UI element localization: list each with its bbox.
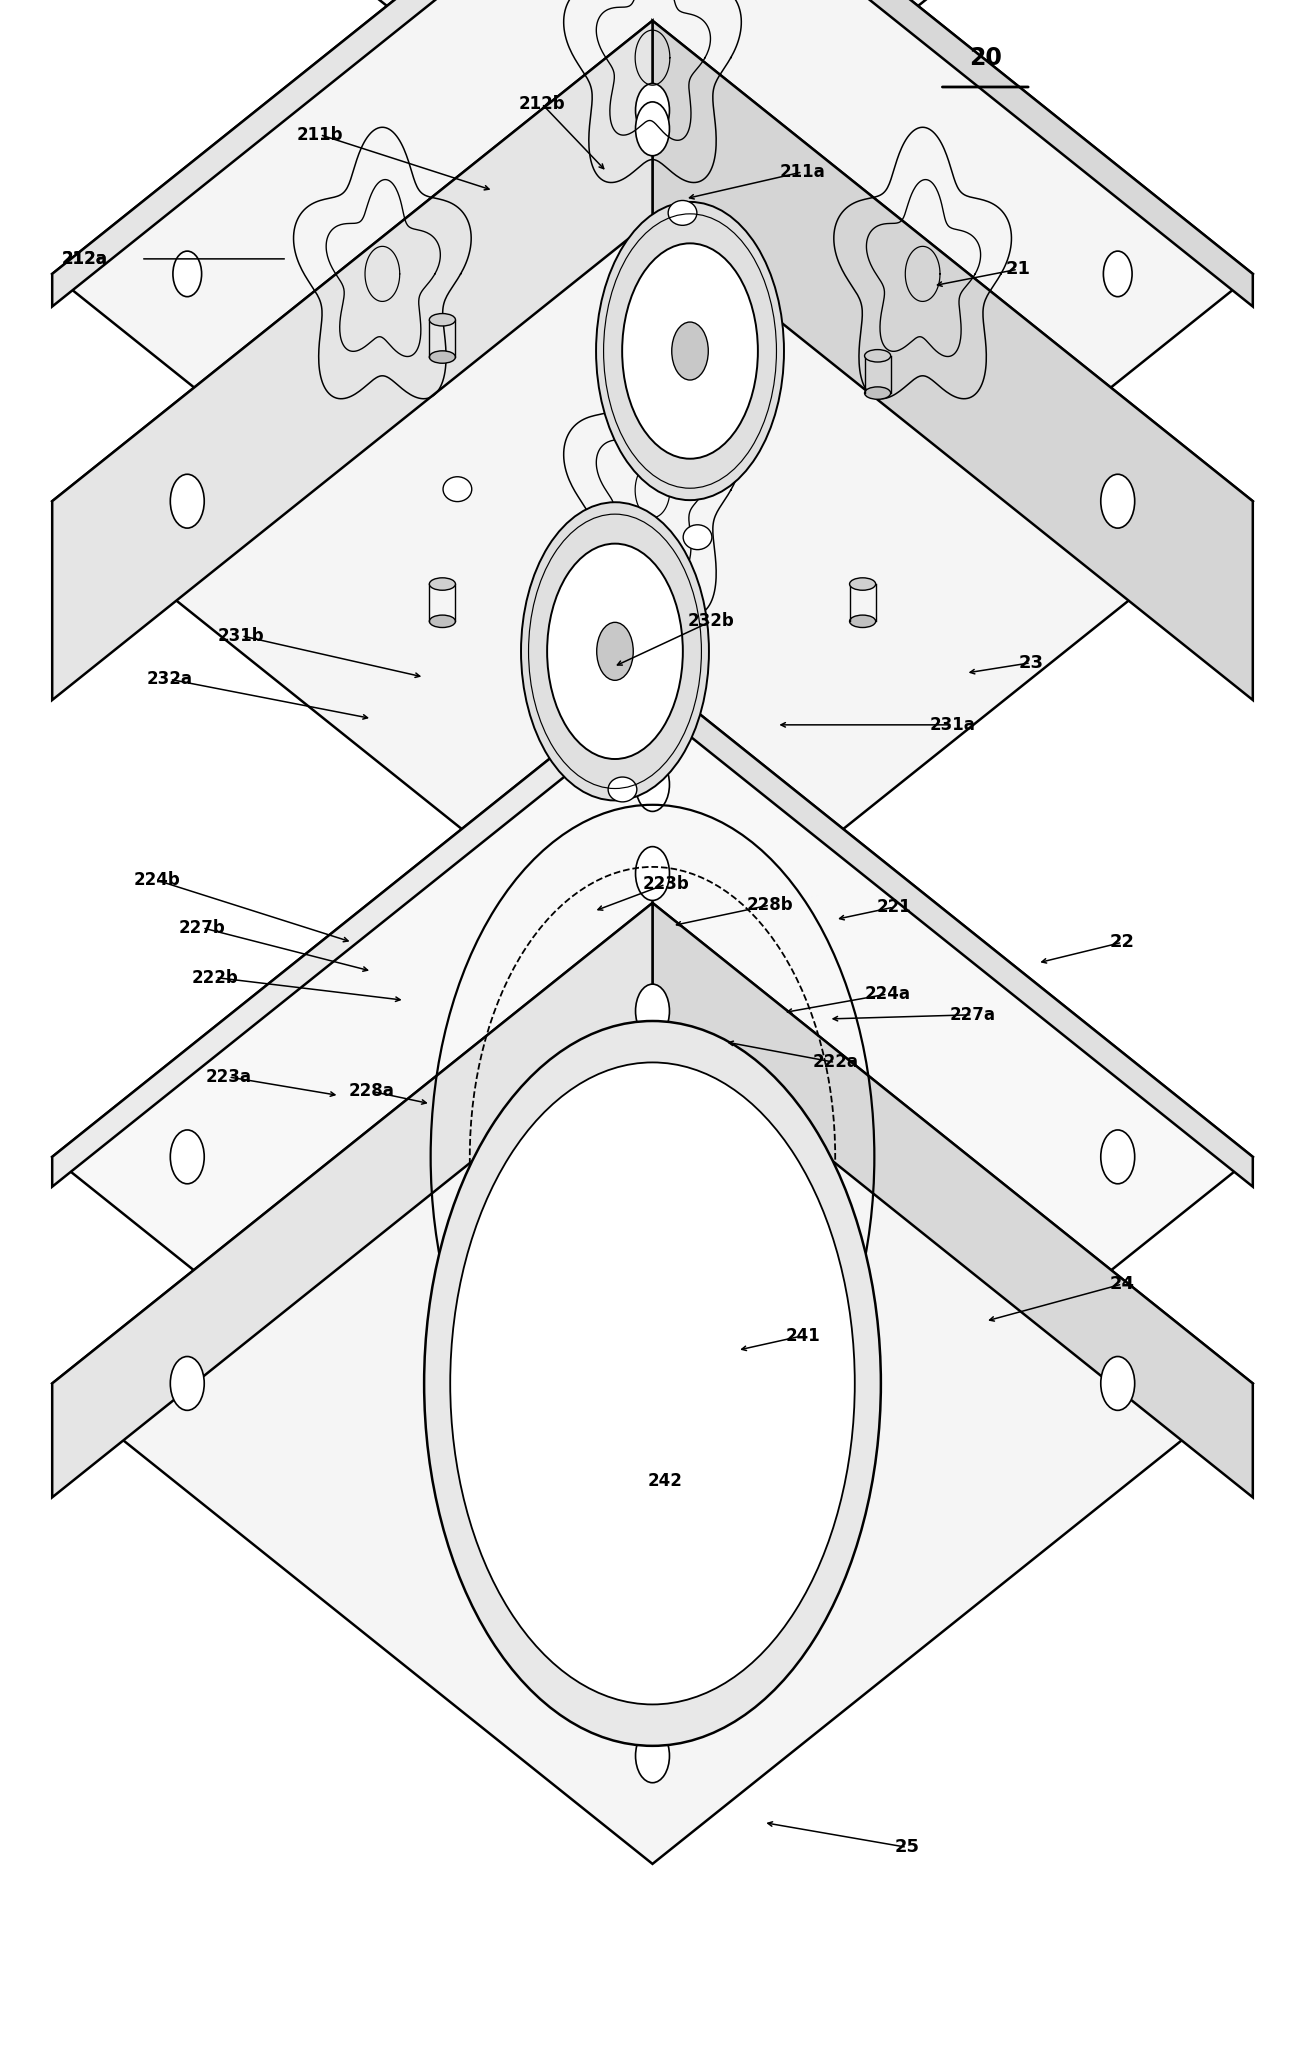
Circle shape <box>636 101 669 155</box>
Circle shape <box>1101 474 1135 528</box>
Text: 24: 24 <box>1109 1276 1135 1292</box>
Circle shape <box>636 758 669 812</box>
Text: 212b: 212b <box>518 95 565 112</box>
Polygon shape <box>652 903 1253 1497</box>
Circle shape <box>636 984 669 1038</box>
Circle shape <box>1101 1131 1135 1185</box>
Text: 223a: 223a <box>205 1069 252 1085</box>
Circle shape <box>622 244 758 460</box>
Polygon shape <box>52 0 1253 220</box>
Circle shape <box>174 251 201 296</box>
Circle shape <box>170 474 205 528</box>
Text: 227a: 227a <box>949 1007 996 1023</box>
Ellipse shape <box>429 578 455 590</box>
Circle shape <box>450 1062 855 1704</box>
Circle shape <box>636 1729 669 1783</box>
Circle shape <box>170 1357 205 1410</box>
Text: 241: 241 <box>786 1328 820 1344</box>
Polygon shape <box>652 0 1253 307</box>
Text: 228a: 228a <box>348 1083 395 1100</box>
Ellipse shape <box>865 350 891 362</box>
Text: 222a: 222a <box>812 1054 859 1071</box>
Circle shape <box>547 545 683 760</box>
Polygon shape <box>52 903 1253 1864</box>
Text: 211b: 211b <box>296 126 343 143</box>
Text: 25: 25 <box>894 1839 920 1856</box>
Text: 20: 20 <box>968 46 1002 70</box>
Ellipse shape <box>850 578 876 590</box>
Circle shape <box>672 323 709 381</box>
Circle shape <box>521 503 709 801</box>
Circle shape <box>1101 1357 1135 1410</box>
Polygon shape <box>652 21 1253 700</box>
Circle shape <box>636 83 669 137</box>
Polygon shape <box>52 0 653 307</box>
Text: 231b: 231b <box>218 628 265 644</box>
Text: 224b: 224b <box>133 872 180 888</box>
Ellipse shape <box>850 615 876 628</box>
Polygon shape <box>52 903 653 1497</box>
Polygon shape <box>652 677 1253 1187</box>
Ellipse shape <box>608 777 637 801</box>
Circle shape <box>596 623 633 679</box>
Text: 224a: 224a <box>864 986 911 1002</box>
Ellipse shape <box>684 524 713 549</box>
Ellipse shape <box>668 201 697 226</box>
Polygon shape <box>52 21 1253 982</box>
Text: 22: 22 <box>1109 934 1135 951</box>
Text: 212a: 212a <box>61 251 108 267</box>
Circle shape <box>1104 251 1133 296</box>
Polygon shape <box>52 0 1253 754</box>
Ellipse shape <box>429 350 455 362</box>
Text: 232a: 232a <box>146 671 193 688</box>
Circle shape <box>424 1021 881 1746</box>
Ellipse shape <box>865 387 891 400</box>
Text: 21: 21 <box>1005 261 1031 278</box>
Polygon shape <box>52 677 1253 1638</box>
Circle shape <box>596 203 784 501</box>
Text: 232b: 232b <box>688 613 735 630</box>
Ellipse shape <box>429 615 455 628</box>
Polygon shape <box>52 21 653 700</box>
Ellipse shape <box>429 313 455 325</box>
Circle shape <box>636 847 669 901</box>
Circle shape <box>170 1131 205 1185</box>
Circle shape <box>638 623 667 669</box>
Text: 212a: 212a <box>61 251 108 267</box>
Text: 231a: 231a <box>929 717 976 733</box>
Text: 211a: 211a <box>779 164 826 180</box>
Text: 223b: 223b <box>642 876 689 893</box>
Polygon shape <box>52 677 653 1187</box>
Text: 227b: 227b <box>179 920 226 936</box>
Text: 23: 23 <box>1018 654 1044 671</box>
Text: 222b: 222b <box>192 969 239 986</box>
Text: 221: 221 <box>877 899 911 915</box>
Text: 242: 242 <box>649 1472 683 1489</box>
Circle shape <box>636 1501 669 1555</box>
Ellipse shape <box>442 476 472 501</box>
Text: 228b: 228b <box>746 897 793 913</box>
